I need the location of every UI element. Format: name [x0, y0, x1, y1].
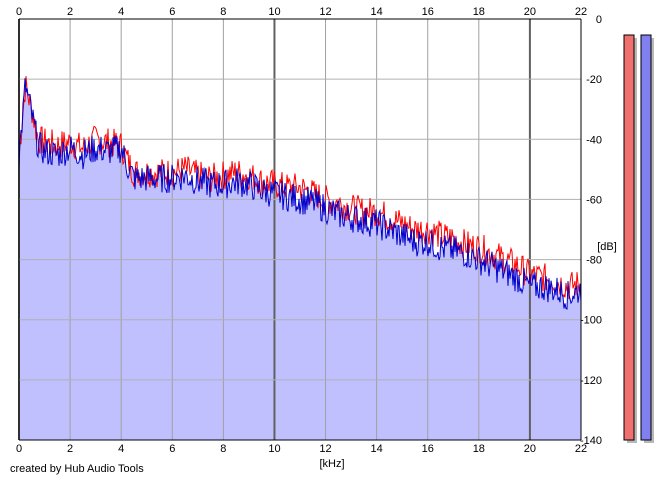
- x-tick-label-top: 14: [371, 6, 383, 18]
- series-line-2: [18, 78, 582, 310]
- y-tick-label: -140: [580, 435, 602, 447]
- x-tick-label-bottom: 22: [575, 443, 587, 455]
- x-axis-label: [kHz]: [319, 458, 344, 470]
- y-tick-label: 0: [596, 14, 602, 26]
- x-tick-label-top: 22: [575, 6, 587, 18]
- credit-text: created by Hub Audio Tools: [10, 463, 144, 475]
- x-tick-label-top: 2: [67, 6, 73, 18]
- y-tick-label: -100: [580, 315, 602, 327]
- x-tick-label-bottom: 16: [422, 443, 434, 455]
- y-tick-label: -60: [586, 194, 602, 206]
- x-tick-label-bottom: 0: [16, 443, 22, 455]
- y-axis-label: [dB]: [597, 241, 617, 253]
- x-tick-label-bottom: 12: [319, 443, 331, 455]
- x-tick-label-top: 12: [319, 6, 331, 18]
- x-tick-label-top: 0: [16, 6, 22, 18]
- x-tick-label-bottom: 14: [371, 443, 383, 455]
- x-tick-label-top: 6: [169, 6, 175, 18]
- level-meter-2: [640, 34, 652, 441]
- x-tick-label-bottom: 20: [524, 443, 536, 455]
- y-tick-label: -20: [586, 74, 602, 86]
- x-tick-label-bottom: 2: [67, 443, 73, 455]
- y-tick-label: -80: [586, 255, 602, 267]
- x-tick-label-top: 4: [118, 6, 124, 18]
- x-tick-label-top: 8: [220, 6, 226, 18]
- x-tick-label-top: 20: [524, 6, 536, 18]
- x-tick-label-bottom: 6: [169, 443, 175, 455]
- x-tick-label-bottom: 4: [118, 443, 124, 455]
- x-tick-label-top: 10: [268, 6, 280, 18]
- x-tick-label-bottom: 8: [220, 443, 226, 455]
- y-tick-label: -40: [586, 134, 602, 146]
- x-tick-label-bottom: 10: [268, 443, 280, 455]
- x-tick-label-bottom: 18: [473, 443, 485, 455]
- x-tick-label-top: 18: [473, 6, 485, 18]
- x-tick-label-top: 16: [422, 6, 434, 18]
- level-meter-1: [623, 34, 635, 441]
- y-tick-label: -120: [580, 375, 602, 387]
